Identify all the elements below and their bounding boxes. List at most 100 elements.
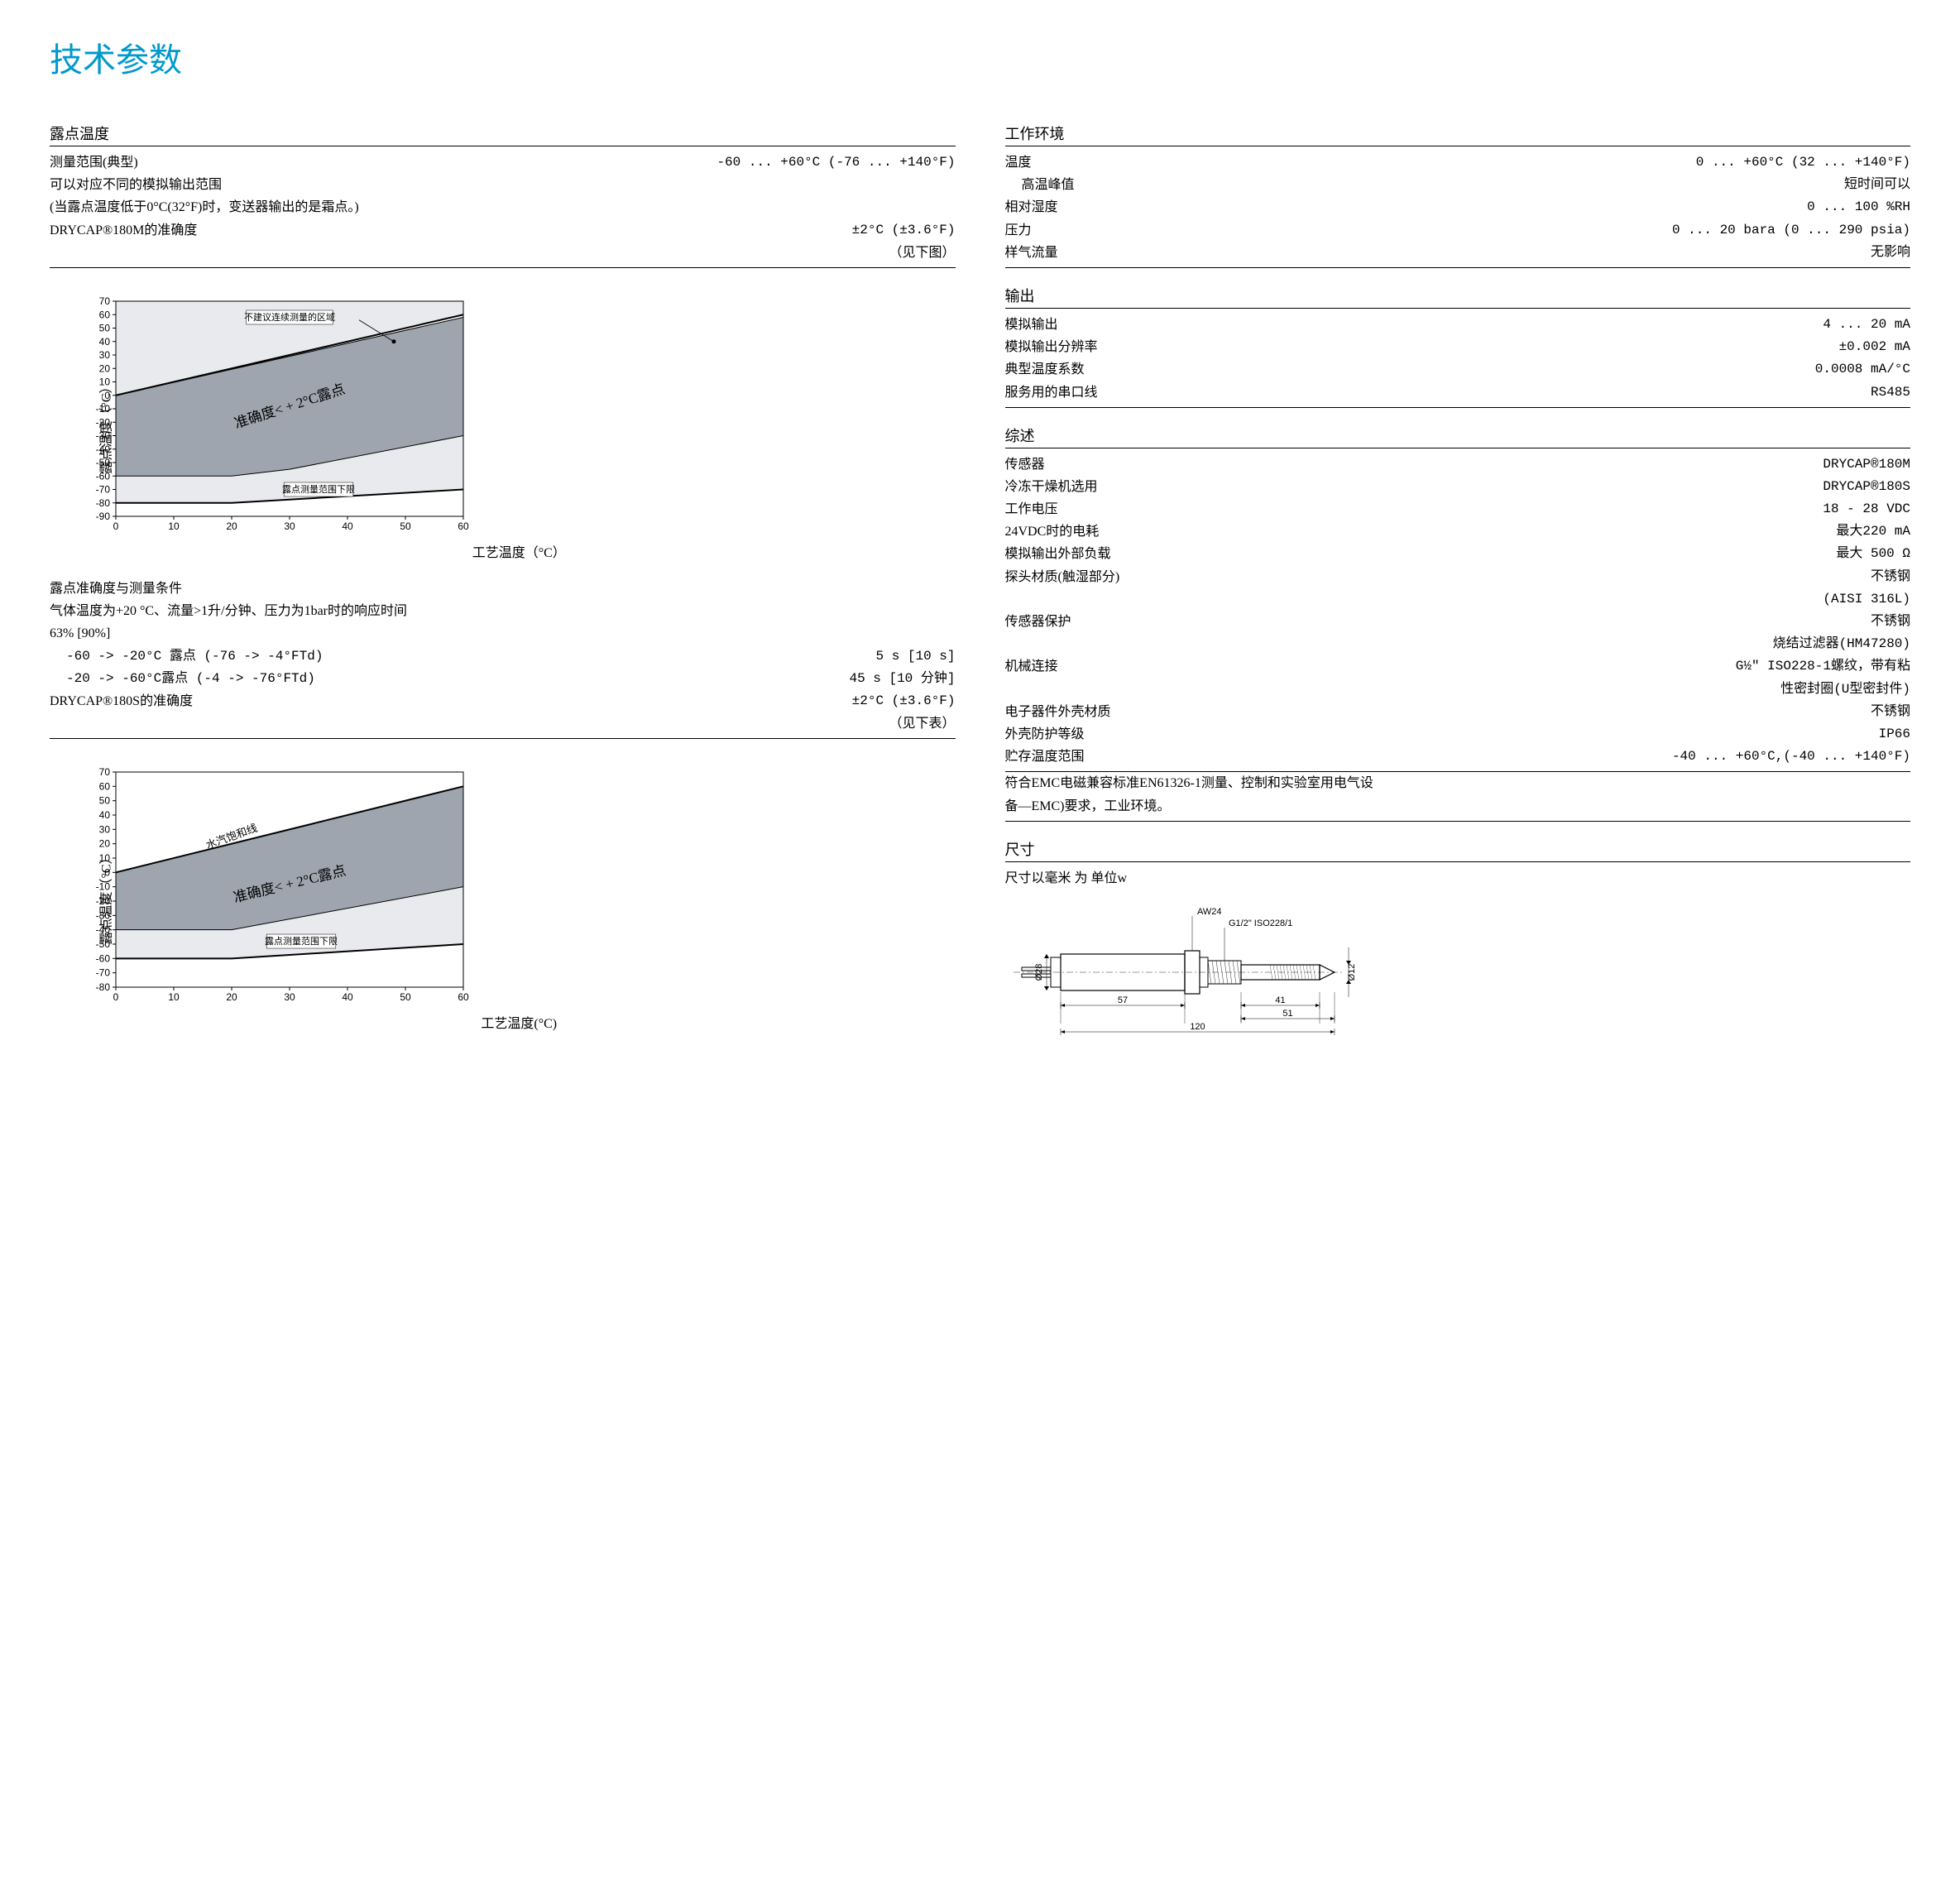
- chart1-box: 露点温度（°C） -90-80-70-60-50-40-30-20-100102…: [83, 293, 956, 561]
- row-val: 短时间可以: [1844, 174, 1910, 196]
- row-range: 测量范围(典型) -60 ... +60°C (-76 ... +140°F): [50, 151, 956, 174]
- svg-text:10: 10: [168, 991, 180, 1003]
- row-rt2: -20 -> -60°C露点 (-4 -> -76°FTd) 45 s [10 …: [50, 668, 956, 690]
- table-row: 相对湿度0 ... 100 %RH: [1005, 196, 1911, 218]
- row-val: 不锈钢: [1871, 611, 1910, 633]
- svg-text:30: 30: [284, 520, 295, 532]
- svg-text:露点测量范围下限: 露点测量范围下限: [265, 935, 338, 947]
- svg-text:50: 50: [400, 520, 411, 532]
- table-row: 性密封圈(U型密封件): [1005, 679, 1911, 701]
- table-row: 传感器DRYCAP®180M: [1005, 453, 1911, 476]
- line: （见下表）: [50, 712, 956, 739]
- row-val: RS485: [1871, 381, 1910, 404]
- line: 气体温度为+20 °C、流量>1升/分钟、压力为1bar时的响应时间: [50, 600, 956, 622]
- svg-text:-80: -80: [96, 981, 111, 993]
- row-val: 0.0008 mA/°C: [1815, 358, 1910, 381]
- row-label: 贮存温度范围: [1005, 746, 1672, 768]
- sec-output-rows: 模拟输出4 ... 20 mA模拟输出分辨率±0.002 mA典型温度系数0.0…: [1005, 314, 1911, 408]
- svg-text:60: 60: [458, 520, 469, 532]
- sec-dim-heading: 尺寸: [1005, 838, 1911, 862]
- svg-text:20: 20: [226, 520, 237, 532]
- row-label: 工作电压: [1005, 498, 1823, 520]
- svg-text:50: 50: [400, 991, 411, 1003]
- table-row: 机械连接G½" ISO228-1螺纹，带有粘: [1005, 655, 1911, 678]
- columns: 露点温度 测量范围(典型) -60 ... +60°C (-76 ... +14…: [50, 122, 1910, 1048]
- row-label: 样气流量: [1005, 242, 1871, 264]
- row-rt1: -60 -> -20°C 露点 (-76 -> -4°FTd) 5 s [10 …: [50, 645, 956, 668]
- svg-text:40: 40: [342, 520, 353, 532]
- row-val: 无影响: [1871, 242, 1910, 264]
- line: （见下图）: [50, 242, 956, 268]
- chart2-box: 露点温度（°C） -80-70-60-50-40-30-20-100102030…: [83, 764, 956, 1032]
- svg-text:不建议连续测量的区域: 不建议连续测量的区域: [244, 311, 335, 323]
- row-label: 温度: [1005, 151, 1696, 174]
- svg-text:Ø12: Ø12: [1347, 963, 1357, 981]
- table-row: 电子器件外壳材质不锈钢: [1005, 701, 1911, 723]
- row-label: -20 -> -60°C露点 (-4 -> -76°FTd): [66, 668, 849, 690]
- svg-text:40: 40: [99, 809, 111, 821]
- row-val: 最大 500 Ω: [1836, 543, 1910, 565]
- chart1-xlabel: 工艺温度（°C）: [83, 541, 956, 561]
- sec-general-rows: 传感器DRYCAP®180M冷冻干燥机选用DRYCAP®180S工作电压18 -…: [1005, 453, 1911, 773]
- row-label: 传感器: [1005, 453, 1823, 476]
- table-row: 压力0 ... 20 bara (0 ... 290 psia): [1005, 219, 1911, 242]
- row-val: 18 - 28 VDC: [1823, 498, 1910, 520]
- svg-text:20: 20: [99, 362, 111, 374]
- chart1-ylabel: 露点温度（°C）: [95, 380, 115, 473]
- svg-text:0: 0: [113, 991, 119, 1003]
- row-label: 压力: [1005, 219, 1672, 242]
- row-label: 外壳防护等级: [1005, 723, 1879, 746]
- line: 63% [90%]: [50, 622, 956, 645]
- svg-text:30: 30: [99, 349, 111, 361]
- row-val: 0 ... +60°C (32 ... +140°F): [1696, 151, 1910, 174]
- svg-text:10: 10: [168, 520, 180, 532]
- table-row: 模拟输出外部负载最大 500 Ω: [1005, 543, 1911, 565]
- table-row: 24VDC时的电耗最大220 mA: [1005, 520, 1911, 543]
- row-val: 性密封圈(U型密封件): [1780, 679, 1910, 701]
- svg-text:20: 20: [226, 991, 237, 1003]
- table-row: 高温峰值短时间可以: [1005, 174, 1911, 196]
- table-row: 样气流量无影响: [1005, 242, 1911, 268]
- row-label: 冷冻干燥机选用: [1005, 476, 1823, 498]
- dim-diagram-box: AW24G1/2" ISO228/1Ø28Ø12574151120: [1005, 898, 1911, 1043]
- row-accuracy: DRYCAP®180M的准确度 ±2°C (±3.6°F): [50, 219, 956, 242]
- row-val: ±0.002 mA: [1839, 336, 1910, 358]
- dimension-diagram: AW24G1/2" ISO228/1Ø28Ø12574151120: [1005, 898, 1369, 1038]
- right-column: 工作环境 温度0 ... +60°C (32 ... +140°F) 高温峰值短…: [1005, 122, 1911, 1048]
- table-row: 烧结过滤器(HM47280): [1005, 633, 1911, 655]
- line: 尺寸以毫米 为 单位w: [1005, 867, 1911, 890]
- row-val: IP66: [1879, 723, 1910, 746]
- table-row: 工作电压18 - 28 VDC: [1005, 498, 1911, 520]
- sec-dewpoint-heading: 露点温度: [50, 122, 956, 146]
- row-label: [1005, 679, 1781, 701]
- table-row: 传感器保护不锈钢: [1005, 611, 1911, 633]
- svg-text:60: 60: [99, 309, 111, 320]
- row-val: (AISI 316L): [1823, 588, 1910, 611]
- row-label: 探头材质(触湿部分): [1005, 566, 1871, 588]
- svg-text:Ø28: Ø28: [1034, 963, 1044, 981]
- row-val: -40 ... +60°C,(-40 ... +140°F): [1672, 746, 1910, 768]
- svg-text:AW24: AW24: [1197, 907, 1222, 917]
- svg-text:120: 120: [1190, 1022, 1205, 1032]
- row-180s: DRYCAP®180S的准确度 ±2°C (±3.6°F): [50, 690, 956, 712]
- sec-general-heading: 综述: [1005, 424, 1911, 448]
- row-val: ±2°C (±3.6°F): [852, 219, 956, 242]
- svg-text:-70: -70: [96, 967, 111, 979]
- chart1: -90-80-70-60-50-40-30-20-100102030405060…: [83, 293, 472, 535]
- row-label: 相对湿度: [1005, 196, 1808, 218]
- svg-text:-60: -60: [96, 953, 111, 965]
- table-row: 模拟输出分辨率±0.002 mA: [1005, 336, 1911, 358]
- table-row: 模拟输出4 ... 20 mA: [1005, 314, 1911, 336]
- svg-text:60: 60: [99, 781, 111, 793]
- table-row: 温度0 ... +60°C (32 ... +140°F): [1005, 151, 1911, 174]
- svg-text:70: 70: [99, 766, 111, 778]
- row-val: 不锈钢: [1871, 701, 1910, 723]
- row-val: 0 ... 100 %RH: [1807, 196, 1910, 218]
- line: 露点准确度与测量条件: [50, 578, 956, 600]
- row-label: 服务用的串口线: [1005, 381, 1871, 404]
- row-label: DRYCAP®180M的准确度: [50, 219, 852, 242]
- sec-env-rows: 温度0 ... +60°C (32 ... +140°F) 高温峰值短时间可以相…: [1005, 151, 1911, 268]
- svg-text:G1/2" ISO228/1: G1/2" ISO228/1: [1229, 918, 1292, 928]
- row-label: DRYCAP®180S的准确度: [50, 690, 852, 712]
- row-val: G½" ISO228-1螺纹，带有粘: [1736, 655, 1910, 678]
